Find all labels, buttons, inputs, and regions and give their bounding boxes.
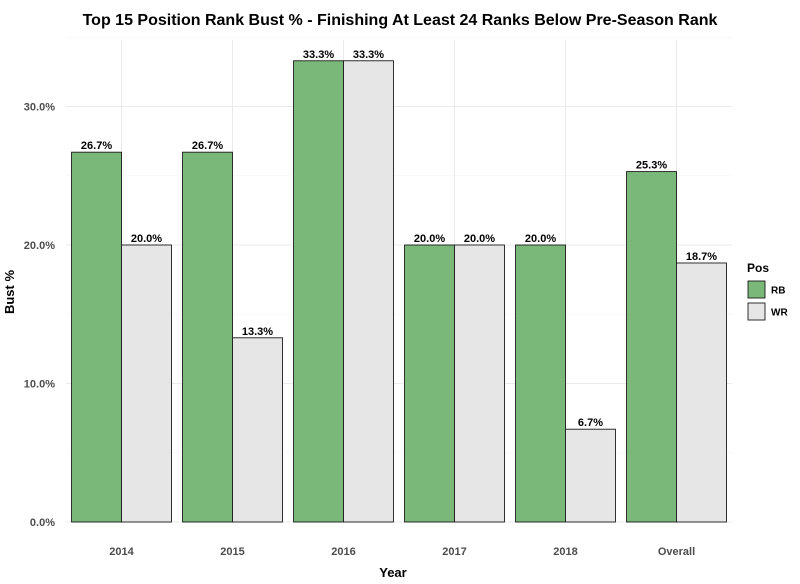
- x-tick-label: 2015: [220, 546, 244, 558]
- data-label-rb-overall: 25.3%: [636, 160, 667, 172]
- x-tick-label: 2014: [109, 546, 134, 558]
- y-tick-label: 0.0%: [30, 517, 55, 529]
- bar-wr-2017: [454, 244, 505, 523]
- x-tick-label: Overall: [658, 546, 695, 558]
- data-label-wr-overall: 18.7%: [686, 251, 717, 263]
- x-tick-label: 2017: [442, 546, 466, 558]
- data-label-wr-2014: 20.0%: [131, 233, 162, 245]
- bar-rb-overall: [626, 171, 677, 523]
- legend-key-wr: [747, 302, 766, 321]
- legend: Pos RB WR: [747, 261, 788, 321]
- bar-rb-2015: [182, 151, 233, 523]
- bar-wr-overall: [676, 262, 727, 523]
- data-label-wr-2017: 20.0%: [464, 233, 495, 245]
- bar-rb-2018: [515, 244, 566, 523]
- x-tick-label: 2016: [331, 546, 355, 558]
- data-label-wr-2018: 6.7%: [578, 417, 603, 429]
- data-label-wr-2015: 13.3%: [242, 326, 273, 338]
- data-label-rb-2018: 20.0%: [525, 233, 556, 245]
- x-tick-label: 2018: [553, 546, 577, 558]
- y-tick-label: 30.0%: [24, 101, 55, 113]
- data-label-wr-2016: 33.3%: [353, 49, 384, 61]
- data-labels: 26.7% 20.0% 26.7% 13.3% 33.3% 33.3% 20.0% 20.0%…: [81, 49, 717, 429]
- bar-rb-2017: [404, 244, 455, 523]
- bar-rb-2014: [71, 151, 122, 523]
- data-label-rb-2016: 33.3%: [303, 49, 334, 61]
- legend-key-rb: [747, 280, 766, 299]
- data-label-rb-2017: 20.0%: [414, 233, 445, 245]
- bar-wr-2015: [232, 337, 283, 523]
- data-label-rb-2014: 26.7%: [81, 140, 112, 152]
- legend-title: Pos: [747, 261, 769, 275]
- x-axis-title: Year: [379, 565, 406, 580]
- y-tick-label: 10.0%: [24, 378, 55, 390]
- bar-wr-2018: [565, 428, 616, 523]
- y-tick-label: 20.0%: [24, 240, 55, 252]
- x-axis-ticks: 2014 2015 2016 2017 2018 Overall: [109, 546, 695, 558]
- y-axis-title: Bust %: [2, 270, 17, 315]
- bars: [71, 60, 727, 523]
- data-label-rb-2015: 26.7%: [192, 140, 223, 152]
- chart-title: Top 15 Position Rank Bust % - Finishing …: [83, 12, 718, 29]
- legend-label-rb: RB: [771, 286, 785, 297]
- legend-label-wr: WR: [771, 308, 788, 319]
- bar-rb-2016: [293, 60, 344, 523]
- bar-wr-2014: [121, 244, 172, 523]
- bar-wr-2016: [343, 60, 394, 523]
- y-axis-ticks: 0.0% 10.0% 20.0% 30.0%: [24, 101, 55, 529]
